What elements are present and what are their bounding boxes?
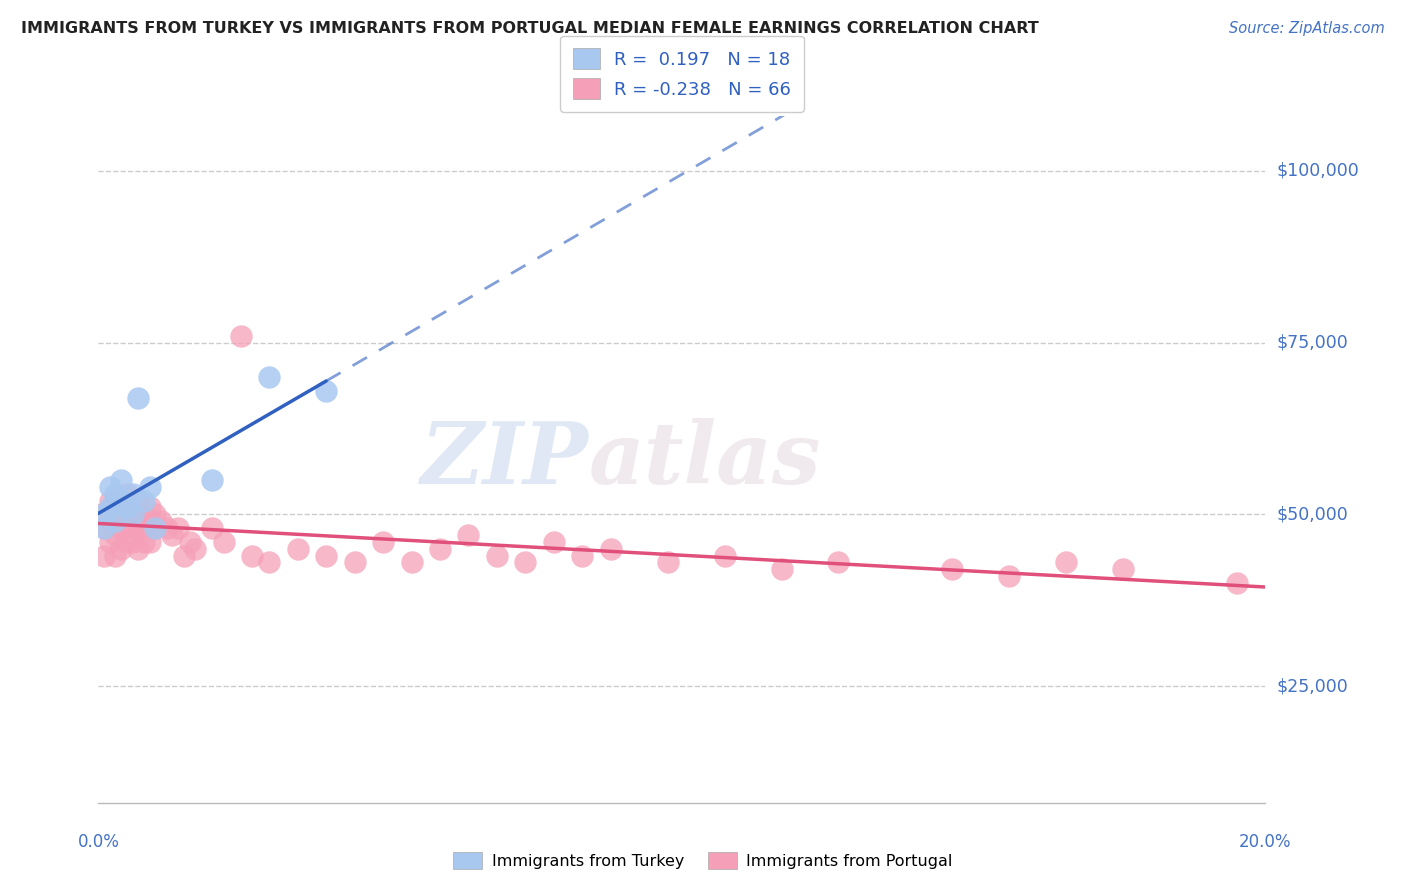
Point [229,328,252,343]
Point [287,541,309,556]
Point [150,514,173,528]
Point [713,549,735,563]
Point [201,473,224,487]
Point [121,508,143,522]
Point [132,508,155,522]
Point [121,534,143,549]
Point [1054,555,1077,569]
Text: Source: ZipAtlas.com: Source: ZipAtlas.com [1229,21,1385,37]
Point [167,521,190,535]
Point [110,493,132,508]
Point [98,500,121,515]
Point [93,521,115,535]
Text: $75,000: $75,000 [1277,334,1348,351]
Point [138,480,160,494]
Point [240,549,263,563]
Point [401,555,423,569]
Text: $100,000: $100,000 [1277,162,1360,180]
Point [156,521,179,535]
Point [657,555,679,569]
Point [110,521,132,535]
Point [201,521,224,535]
Point [115,521,138,535]
Point [98,534,121,549]
Point [90,508,112,522]
Point [115,534,138,549]
Point [93,549,115,563]
Text: ZIP: ZIP [420,417,589,501]
Point [315,549,337,563]
Point [827,555,849,569]
Point [121,487,143,501]
Point [110,493,132,508]
Point [257,370,280,384]
Point [162,528,184,542]
Legend: Immigrants from Turkey, Immigrants from Portugal: Immigrants from Turkey, Immigrants from … [447,846,959,875]
Point [132,534,155,549]
Point [143,521,166,535]
Text: atlas: atlas [589,417,821,501]
Point [515,555,537,569]
Point [257,555,280,569]
Point [770,562,793,576]
Text: 0.0%: 0.0% [77,833,120,851]
Point [315,384,337,398]
Point [104,493,127,508]
Point [132,521,155,535]
Point [371,534,394,549]
Point [571,549,593,563]
Point [104,528,127,542]
Point [1112,562,1135,576]
Point [138,514,160,528]
Point [543,534,565,549]
Point [115,487,138,501]
Point [104,508,127,522]
Point [127,508,149,522]
Point [429,541,451,556]
Point [110,508,132,522]
Point [599,541,621,556]
Point [121,508,143,522]
Point [457,528,479,542]
Text: $25,000: $25,000 [1277,677,1348,695]
Point [212,534,235,549]
Point [173,549,195,563]
Point [110,473,132,487]
Point [115,500,138,515]
Point [98,514,121,528]
Point [179,534,201,549]
Point [127,493,149,508]
Point [127,541,149,556]
Point [127,391,149,405]
Point [104,487,127,501]
Text: IMMIGRANTS FROM TURKEY VS IMMIGRANTS FROM PORTUGAL MEDIAN FEMALE EARNINGS CORREL: IMMIGRANTS FROM TURKEY VS IMMIGRANTS FRO… [21,21,1039,37]
Point [138,534,160,549]
Point [998,569,1021,583]
Text: 20.0%: 20.0% [1239,833,1292,851]
Text: $50,000: $50,000 [1277,506,1348,524]
Legend: R =  0.197   N = 18, R = -0.238   N = 66: R = 0.197 N = 18, R = -0.238 N = 66 [560,36,804,112]
Point [98,493,121,508]
Point [104,549,127,563]
Point [1226,576,1249,591]
Point [143,521,166,535]
Point [121,521,143,535]
Point [98,480,121,494]
Point [343,555,366,569]
Point [138,500,160,515]
Point [143,508,166,522]
Point [93,508,115,522]
Point [115,500,138,515]
Point [93,521,115,535]
Point [104,514,127,528]
Point [941,562,963,576]
Point [184,541,207,556]
Point [485,549,508,563]
Point [132,493,155,508]
Point [110,541,132,556]
Point [127,521,149,535]
